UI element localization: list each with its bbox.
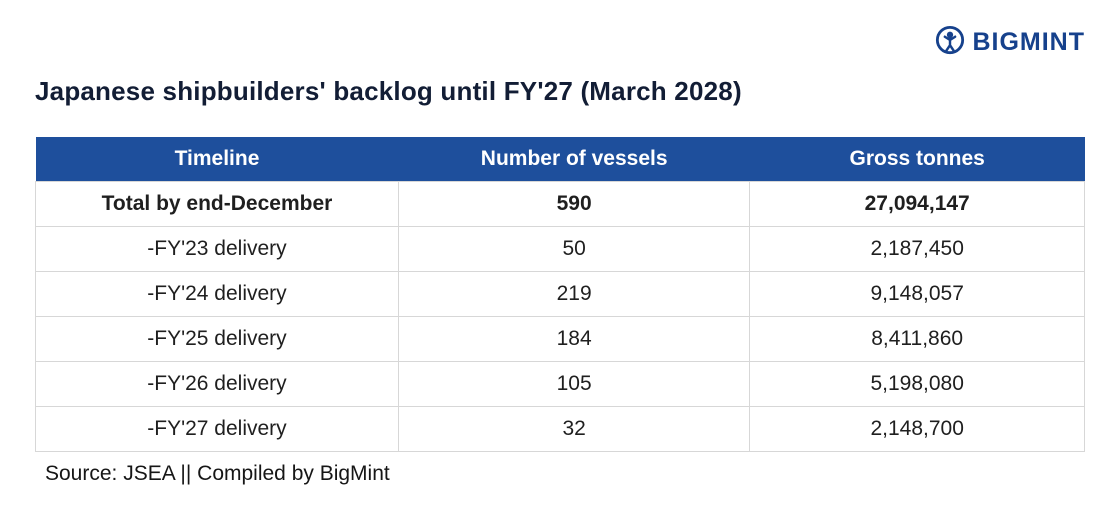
vessels-cell: 590 (397, 181, 751, 227)
logo-row: BIGMINT (35, 24, 1085, 60)
source-note: Source: JSEA || Compiled by BigMint (45, 462, 390, 485)
vessels-cell: 105 (397, 361, 751, 407)
table-row: -FY'25 delivery 184 8,411,860 (35, 316, 1085, 362)
tonnes-cell: 27,094,147 (749, 181, 1085, 227)
bigmint-logo: BIGMINT (935, 25, 1085, 60)
timeline-cell: Total by end-December (35, 181, 399, 227)
table-row: -FY'27 delivery 32 2,148,700 (35, 406, 1085, 452)
vessels-cell: 184 (397, 316, 751, 362)
vessels-cell: 32 (397, 406, 751, 452)
timeline-cell: -FY'25 delivery (35, 316, 399, 362)
bigmint-logo-icon (935, 25, 965, 60)
tonnes-cell: 2,148,700 (749, 406, 1085, 452)
table-header-row: Timeline Number of vessels Gross tonnes (35, 137, 1085, 182)
table-row-total: Total by end-December 590 27,094,147 (35, 181, 1085, 227)
header-tonnes: Gross tonnes (749, 137, 1085, 182)
header-vessels: Number of vessels (398, 137, 750, 182)
bigmint-logo-text: BIGMINT (972, 27, 1085, 56)
table-row: -FY'23 delivery 50 2,187,450 (35, 226, 1085, 272)
header-timeline: Timeline (35, 137, 399, 182)
vessels-cell: 50 (397, 226, 751, 272)
table-row: -FY'26 delivery 105 5,198,080 (35, 361, 1085, 407)
tonnes-cell: 2,187,450 (749, 226, 1085, 272)
tonnes-cell: 9,148,057 (749, 271, 1085, 317)
timeline-cell: -FY'27 delivery (35, 406, 399, 452)
tonnes-cell: 8,411,860 (749, 316, 1085, 362)
tonnes-cell: 5,198,080 (749, 361, 1085, 407)
vessels-cell: 219 (397, 271, 751, 317)
timeline-cell: -FY'24 delivery (35, 271, 399, 317)
page-title: Japanese shipbuilders' backlog until FY'… (35, 76, 742, 106)
table-row: -FY'24 delivery 219 9,148,057 (35, 271, 1085, 317)
timeline-cell: -FY'26 delivery (35, 361, 399, 407)
backlog-table: Timeline Number of vessels Gross tonnes … (35, 137, 1085, 452)
table-header: Timeline Number of vessels Gross tonnes (35, 137, 1085, 182)
timeline-cell: -FY'23 delivery (35, 226, 399, 272)
